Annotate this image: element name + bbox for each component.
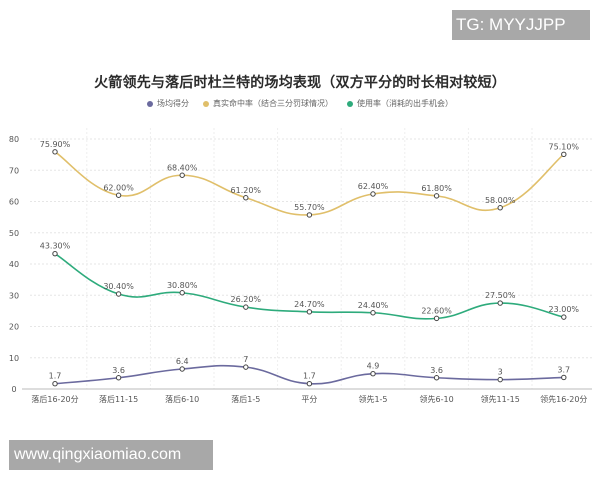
y-tick-label: 0 [11, 385, 16, 394]
data-label: 1.7 [49, 372, 62, 381]
data-point-marker[interactable] [370, 310, 376, 316]
data-point-marker[interactable] [306, 380, 313, 387]
data-label: 24.40% [358, 301, 389, 310]
data-point-marker[interactable] [561, 374, 567, 381]
legend-item-points[interactable]: 场均得分 [147, 98, 189, 109]
legend-label: 真实命中率（结合三分罚球情况） [213, 99, 333, 108]
data-label: 3 [498, 368, 503, 377]
data-label: 30.40% [103, 282, 134, 291]
data-point-marker[interactable] [179, 290, 185, 296]
data-label: 27.50% [485, 291, 516, 300]
y-tick-label: 40 [9, 260, 19, 269]
data-point-marker[interactable] [52, 149, 58, 155]
data-label: 3.7 [557, 365, 570, 374]
data-point-marker[interactable] [52, 250, 58, 257]
legend-dot-icon [203, 100, 209, 107]
data-label: 3.6 [430, 366, 443, 375]
data-point-marker[interactable] [433, 193, 440, 199]
data-point-marker[interactable] [561, 314, 567, 320]
legend-dot-icon [347, 100, 353, 107]
data-label: 62.40% [358, 182, 389, 191]
data-label: 22.60% [421, 306, 452, 315]
y-tick-label: 50 [9, 229, 19, 238]
legend-label: 使用率（消耗的出手机会） [357, 99, 453, 108]
data-point-marker[interactable] [243, 195, 249, 201]
gridlines [30, 128, 592, 389]
data-label: 61.20% [231, 186, 262, 195]
data-label: 43.30% [40, 242, 71, 251]
data-label: 61.80% [421, 184, 452, 193]
data-point-marker[interactable] [433, 375, 440, 381]
x-tick-label: 领先1-5 [358, 394, 387, 404]
x-tick-label: 落后16-20分 [31, 394, 78, 404]
data-point-marker[interactable] [115, 291, 122, 297]
x-tick-label: 落后11-15 [99, 394, 138, 404]
series-lines [52, 149, 567, 387]
x-tick-label: 领先16-20分 [540, 394, 587, 404]
y-tick-label: 10 [9, 354, 19, 363]
x-tick-label: 落后6-10 [165, 394, 199, 404]
data-point-marker[interactable] [370, 370, 376, 377]
data-point-marker[interactable] [243, 304, 249, 310]
data-label: 6.4 [176, 357, 189, 366]
data-label: 7 [243, 355, 248, 364]
data-label: 58.00% [485, 196, 516, 205]
legend-item-true-shooting[interactable]: 真实命中率（结合三分罚球情况） [203, 98, 333, 109]
data-point-marker[interactable] [52, 380, 58, 387]
data-point-marker[interactable] [370, 191, 376, 197]
data-point-marker[interactable] [433, 315, 440, 322]
data-label: 68.40% [167, 163, 198, 172]
data-label: 4.9 [367, 362, 380, 371]
data-label: 62.00% [103, 183, 134, 192]
data-label: 23.00% [549, 305, 580, 314]
legend-item-usage-rate[interactable]: 使用率（消耗的出手机会） [347, 98, 453, 109]
data-point-marker[interactable] [179, 366, 185, 372]
y-tick-label: 20 [9, 323, 19, 332]
chart-legend: 场均得分 真实命中率（结合三分罚球情况） 使用率（消耗的出手机会） [0, 98, 600, 109]
data-labels: 1.7 3.6 6.4 7 1.7 4.9 3.6 3 3.7 75.90% 62.00% 68.40… [40, 140, 580, 381]
data-point-marker[interactable] [497, 376, 503, 383]
x-tick-label: 领先6-10 [420, 394, 454, 404]
y-tick-label: 30 [9, 291, 19, 300]
watermark-url: www.qingxiaomiao.com [9, 440, 213, 470]
data-label: 3.6 [112, 366, 125, 375]
x-axis: 落后16-20分 落后11-15 落后6-10 落后1-5 平分 领先1-5 领先6-10 领… [22, 388, 592, 404]
x-tick-label: 落后1-5 [231, 394, 260, 404]
data-point-marker[interactable] [561, 151, 567, 158]
data-point-marker[interactable] [306, 309, 313, 315]
data-point-marker[interactable] [179, 172, 185, 178]
y-tick-label: 70 [9, 166, 19, 175]
x-tick-label: 领先11-15 [481, 394, 520, 404]
data-point-marker[interactable] [115, 375, 122, 381]
y-tick-label: 80 [9, 135, 19, 144]
data-label: 1.7 [303, 372, 316, 381]
data-label: 30.80% [167, 281, 198, 290]
data-point-marker[interactable] [243, 364, 249, 370]
data-label: 75.90% [40, 140, 71, 149]
data-label: 26.20% [231, 295, 262, 304]
data-point-marker[interactable] [497, 205, 503, 211]
data-point-marker[interactable] [115, 192, 122, 198]
data-point-marker[interactable] [306, 212, 313, 218]
data-label: 75.10% [549, 142, 580, 151]
y-axis: 0 10 20 30 40 50 60 70 80 [9, 135, 19, 394]
legend-dot-icon [147, 100, 153, 107]
watermark-telegram: TG: MYYJJPP [452, 10, 590, 40]
y-tick-label: 60 [9, 198, 19, 207]
x-tick-label: 平分 [301, 395, 317, 404]
data-label: 24.70% [294, 300, 325, 309]
data-point-marker[interactable] [497, 300, 503, 306]
legend-label: 场均得分 [157, 99, 189, 108]
data-label: 55.70% [294, 203, 325, 212]
chart-title: 火箭领先与落后时杜兰特的场均表现（双方平分的时长相对较短） [94, 75, 506, 91]
